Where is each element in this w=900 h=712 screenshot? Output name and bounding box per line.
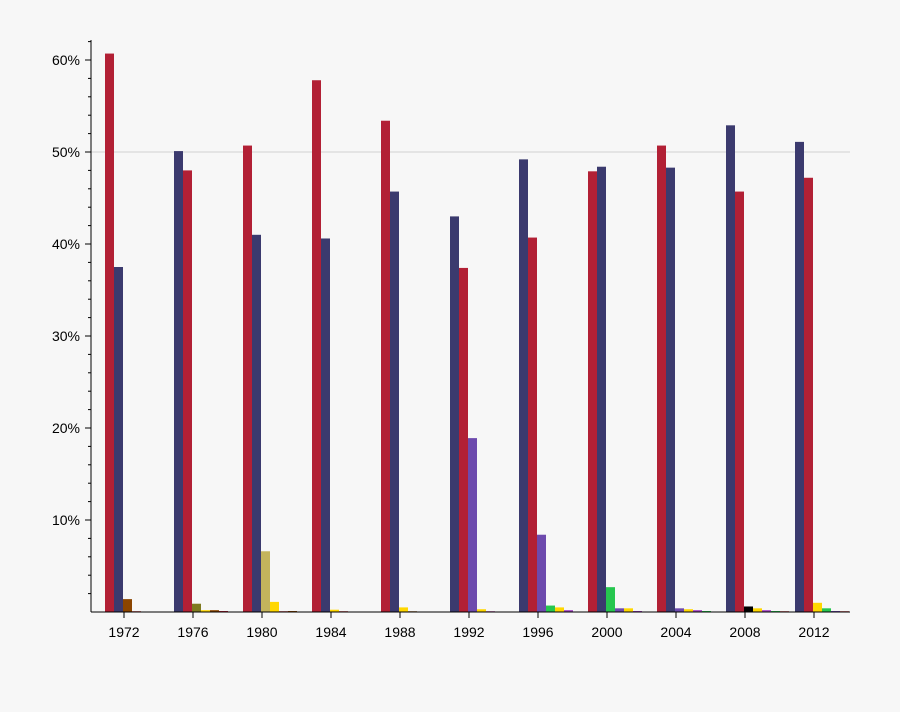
bar-1976-2 <box>192 603 201 612</box>
y-tick-label: 10% <box>52 512 80 528</box>
bar-1996-3 <box>546 605 555 612</box>
x-tick-label: 1976 <box>177 624 208 640</box>
bar-2004-1 <box>666 167 675 612</box>
bar-1980-1 <box>252 234 261 613</box>
bar-2012-0 <box>795 141 804 612</box>
bar-1984-1 <box>321 238 330 613</box>
bar-2000-2 <box>606 587 615 612</box>
bar-2012-3 <box>822 608 831 612</box>
bar-2004-0 <box>657 145 666 612</box>
bar-1976-1 <box>183 170 192 612</box>
bar-1976-4 <box>210 610 219 612</box>
x-tick-label: 2004 <box>660 624 691 640</box>
bar-2012-2 <box>813 602 822 612</box>
bar-1980-2 <box>261 551 270 612</box>
y-tick-label: 40% <box>52 236 80 252</box>
bar-2004-3 <box>684 609 693 612</box>
bar-1996-4 <box>555 607 564 612</box>
x-tick-label: 2012 <box>798 624 829 640</box>
bar-2012-1 <box>804 177 813 612</box>
y-tick-label: 60% <box>52 52 80 68</box>
bar-1992-1 <box>459 267 468 612</box>
bar-1988-0 <box>381 120 390 612</box>
bar-1976-0 <box>174 151 183 612</box>
bar-2008-4 <box>762 610 771 612</box>
bar-1976-3 <box>201 610 210 612</box>
x-tick-label: 1992 <box>453 624 484 640</box>
bar-1996-2 <box>537 534 546 612</box>
bar-2000-4 <box>624 608 633 612</box>
bar-2000-3 <box>615 608 624 612</box>
bar-2004-2 <box>675 608 684 612</box>
bar-2000-1 <box>597 166 606 612</box>
bar-2004-4 <box>693 610 702 612</box>
bar-1972-1 <box>114 267 123 612</box>
bar-1996-1 <box>528 237 537 612</box>
bar-1988-2 <box>399 607 408 612</box>
x-tick-label: 2000 <box>591 624 622 640</box>
bar-2008-2 <box>744 606 753 612</box>
bar-1984-0 <box>312 80 321 613</box>
bar-1972-0 <box>105 53 114 613</box>
bar-1992-3 <box>477 609 486 612</box>
x-tick-label: 1996 <box>522 624 553 640</box>
bar-1992-0 <box>450 216 459 612</box>
bar-1988-1 <box>390 191 399 612</box>
y-tick-label: 20% <box>52 420 80 436</box>
bar-1996-5 <box>564 610 573 612</box>
x-tick-label: 1984 <box>315 624 346 640</box>
bar-1980-3 <box>270 601 279 612</box>
bar-1992-2 <box>468 438 477 612</box>
x-tick-label: 1988 <box>384 624 415 640</box>
x-tick-label: 1980 <box>246 624 277 640</box>
y-tick-label: 50% <box>52 144 80 160</box>
bar-2000-0 <box>588 171 597 612</box>
bar-1984-2 <box>330 609 339 612</box>
bar-2008-1 <box>735 191 744 612</box>
bar-2008-3 <box>753 608 762 612</box>
y-tick-label: 30% <box>52 328 80 344</box>
x-tick-label: 2008 <box>729 624 760 640</box>
bar-1972-2 <box>123 599 132 612</box>
bar-2008-0 <box>726 125 735 612</box>
bar-1996-0 <box>519 159 528 613</box>
x-tick-label: 1972 <box>108 624 139 640</box>
bar-1980-0 <box>243 145 252 612</box>
